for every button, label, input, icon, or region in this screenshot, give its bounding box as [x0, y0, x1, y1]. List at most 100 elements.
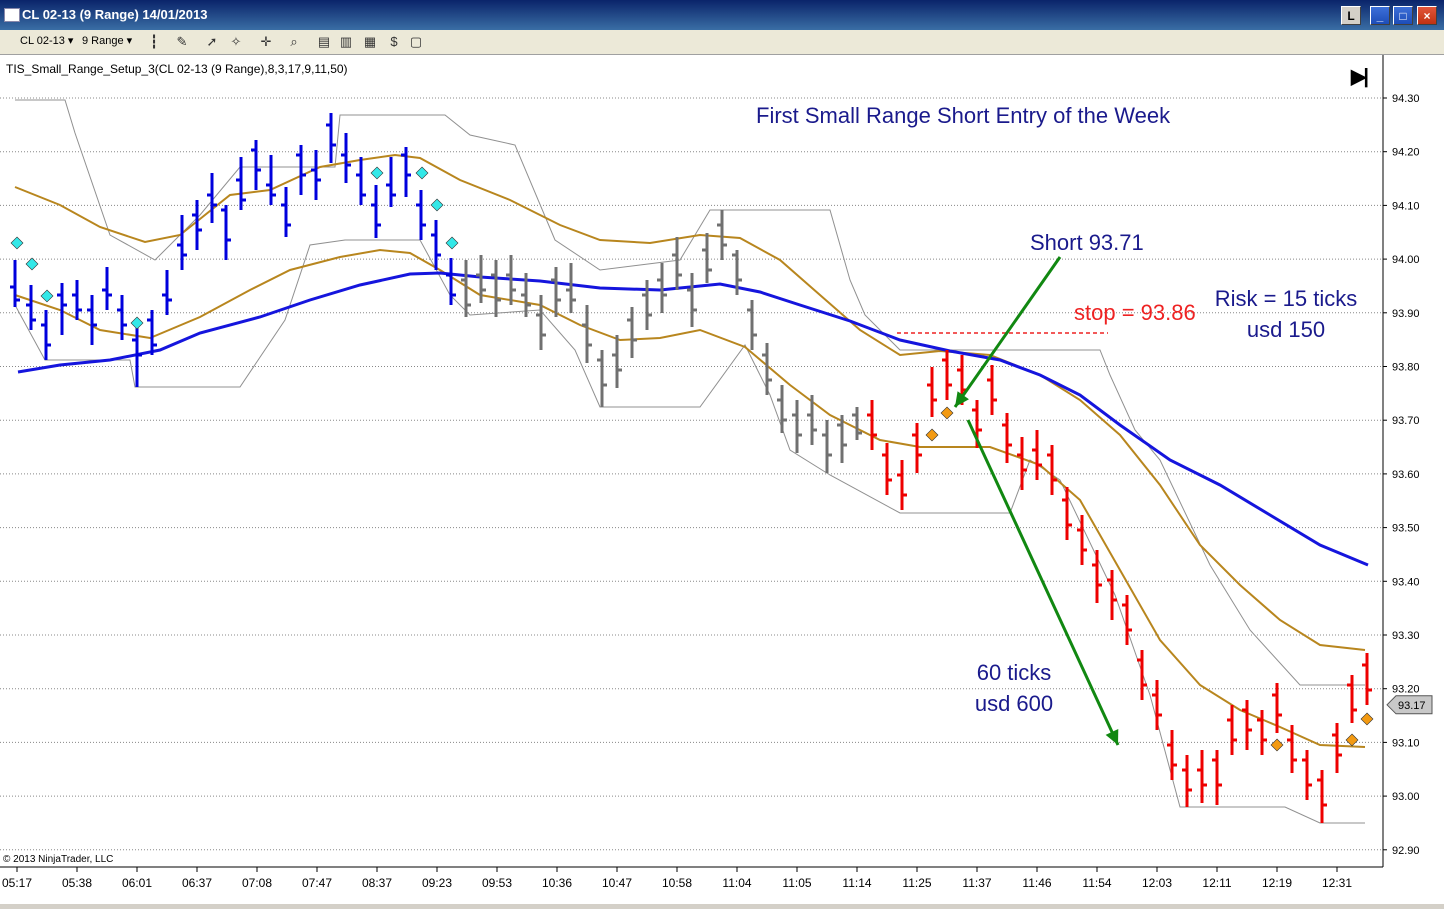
ohlc-bar [807, 395, 817, 445]
data-box-icon[interactable]: ▢ [409, 34, 423, 49]
x-tick-label: 11:37 [962, 876, 991, 890]
period-selector[interactable]: 9 Range ▾ [82, 35, 133, 47]
annotation-risk-1: Risk = 15 ticks [1215, 286, 1357, 311]
ohlc-bar [642, 280, 652, 330]
ohlc-bar [10, 260, 20, 307]
ohlc-bar [1092, 550, 1102, 603]
x-tick-label: 05:17 [2, 876, 32, 890]
ohlc-bar [852, 407, 862, 440]
signal-diamond-orange [940, 406, 954, 420]
x-tick-label: 10:47 [602, 876, 632, 890]
ohlc-bar [927, 367, 937, 417]
annotation-gain-2: usd 600 [975, 691, 1053, 716]
ohlc-bar [1032, 430, 1042, 480]
ohlc-bar [702, 233, 712, 283]
ohlc-bar [326, 113, 336, 163]
x-tick-label: 07:47 [302, 876, 332, 890]
signal-diamond-cyan [10, 236, 24, 250]
x-tick-label: 12:19 [1262, 876, 1292, 890]
scroll-end-button[interactable]: ▶| [1351, 66, 1369, 88]
ohlc-bar [147, 310, 157, 355]
signal-diamond-orange [1345, 733, 1359, 747]
y-tick-label: 93.50 [1392, 523, 1420, 535]
indicator-icon[interactable]: ▥ [339, 34, 353, 49]
signal-diamond-cyan [25, 257, 39, 271]
ohlc-bar [837, 415, 847, 463]
pencil-icon[interactable]: ✎ [176, 34, 188, 49]
wand-icon[interactable]: ✧ [230, 34, 242, 49]
pointer-icon[interactable]: ➚ [206, 34, 218, 49]
signal-diamond-cyan [40, 289, 54, 303]
copyright-label: © 2013 NinjaTrader, LLC [3, 854, 114, 865]
x-tick-label: 12:03 [1142, 876, 1172, 890]
ohlc-bar [281, 187, 291, 237]
window-title: CL 02-13 (9 Range) 14/01/2013 [22, 7, 208, 22]
ohlc-bar [371, 185, 381, 238]
chart-panel[interactable]: 94.30 94.20 94.10 94.00 93.90 93.80 93.70 93.60… [0, 55, 1444, 904]
signal-diamond-cyan [130, 316, 144, 330]
ohlc-bar [687, 273, 697, 327]
x-tick-label: 12:31 [1322, 876, 1352, 890]
ohlc-bar [132, 327, 142, 387]
ohlc-bar [117, 295, 127, 340]
signal-diamond-orange [925, 428, 939, 442]
ohlc-bar [1287, 725, 1297, 773]
ohlc-bar [1107, 570, 1117, 620]
instrument-selector[interactable]: CL 02-13 ▾ [20, 35, 74, 47]
ohlc-bar [912, 423, 922, 473]
x-tick-label: 07:08 [242, 876, 272, 890]
window-titlebar: CL 02-13 (9 Range) 14/01/2013 L _ □ × [0, 0, 1444, 30]
ohlc-bar [1257, 710, 1267, 755]
signal-diamond-cyan [415, 166, 429, 180]
annotation-short: Short 93.71 [1030, 230, 1144, 255]
ohlc-bar [1272, 683, 1282, 733]
ohlc-bar [177, 215, 187, 270]
ohlc-bar [341, 133, 351, 183]
ohlc-bar [762, 343, 772, 395]
ohlc-bar [102, 267, 112, 310]
close-button[interactable]: × [1417, 6, 1437, 25]
annotation-risk-2: usd 150 [1247, 317, 1325, 342]
y-tick-label: 93.30 [1392, 630, 1420, 642]
dollar-icon[interactable]: $ [390, 34, 398, 49]
strategy-icon[interactable]: ▤ [317, 34, 331, 49]
lock-button[interactable]: L [1341, 6, 1361, 25]
chart-props-icon[interactable]: ▦ [363, 34, 377, 49]
y-tick-label: 93.70 [1392, 415, 1420, 427]
ohlc-bar [536, 295, 546, 350]
x-tick-label: 06:01 [122, 876, 152, 890]
x-tick-label: 12:11 [1202, 876, 1231, 890]
ma-gold-upper [14, 153, 1366, 651]
ohlc-bar [1242, 700, 1252, 750]
signal-diamond-cyan [445, 236, 459, 250]
ma-blue [17, 271, 1369, 567]
ohlc-bar [356, 157, 366, 205]
crosshair-icon[interactable]: ✛ [260, 34, 272, 49]
minimize-button[interactable]: _ [1370, 6, 1390, 25]
x-tick-label: 10:58 [662, 876, 692, 890]
ohlc-bar [1332, 723, 1342, 773]
x-tick-label: 11:14 [842, 876, 871, 890]
ohlc-bar [597, 350, 607, 407]
ohlc-bar [1062, 487, 1072, 540]
ohlc-bar [192, 200, 202, 250]
ohlc-bar [266, 155, 276, 205]
x-tick-label: 11:04 [722, 876, 751, 890]
ohlc-bar [1167, 730, 1177, 780]
x-tick-label: 09:23 [422, 876, 452, 890]
ohlc-bar [987, 365, 997, 415]
ohlc-bar [566, 263, 576, 313]
maximize-button[interactable]: □ [1393, 6, 1413, 25]
x-tick-label: 09:53 [482, 876, 512, 890]
ohlc-bar [401, 147, 411, 197]
signal-diamond-orange [1270, 738, 1284, 752]
bar-type-icon[interactable]: ┇ [150, 34, 158, 49]
ohlc-bar [672, 237, 682, 290]
y-tick-label: 93.20 [1392, 684, 1420, 696]
ohlc-bar [386, 157, 396, 207]
ohlc-bar [822, 420, 832, 473]
ohlc-bar [431, 220, 441, 270]
zoom-icon[interactable]: ⌕ [290, 34, 298, 49]
ohlc-bar [251, 140, 261, 190]
ohlc-bar [1122, 595, 1132, 645]
